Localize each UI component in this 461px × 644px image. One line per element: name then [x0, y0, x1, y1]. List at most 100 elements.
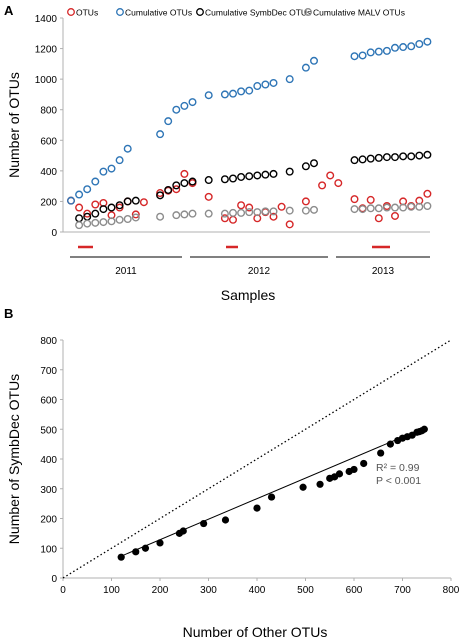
- data-point: [220, 175, 229, 184]
- data-point: [423, 37, 432, 46]
- panel-b-x-tick-label: 700: [394, 585, 411, 596]
- data-point: [172, 211, 181, 220]
- data-point: [267, 493, 276, 501]
- identity-line: [62, 339, 452, 579]
- data-point: [132, 548, 140, 556]
- data-point: [156, 539, 164, 547]
- data-point: [204, 209, 213, 218]
- legend-marker: [116, 8, 124, 16]
- panel-b-y-label: Number of SymbDec OTUs: [6, 374, 22, 544]
- panel-a-y-tick-label: 1000: [35, 75, 58, 86]
- legend-label: Cumulative OTUs: [125, 8, 192, 18]
- data-point: [382, 153, 391, 162]
- data-point: [245, 86, 254, 95]
- data-point: [75, 221, 84, 230]
- data-point: [374, 204, 383, 213]
- data-point: [83, 219, 92, 228]
- data-point: [204, 176, 213, 185]
- data-point: [261, 170, 270, 179]
- panel-a: A OTUs Cumulative OTUs Cumulative SymbDec …: [4, 3, 432, 303]
- data-point: [415, 202, 424, 211]
- data-point: [391, 43, 400, 52]
- data-point: [407, 202, 416, 211]
- data-point: [269, 207, 278, 216]
- panel-b-x-tick-label: 200: [152, 585, 169, 596]
- data-point: [115, 156, 124, 165]
- data-point: [261, 80, 270, 89]
- data-point: [358, 205, 367, 214]
- data-point: [407, 152, 416, 161]
- data-point: [415, 151, 424, 160]
- panel-a-label: A: [4, 3, 14, 18]
- data-point: [334, 179, 343, 188]
- data-point: [221, 516, 230, 524]
- data-point: [335, 470, 344, 478]
- data-point: [310, 205, 319, 214]
- data-point: [107, 164, 116, 173]
- data-point: [350, 205, 359, 214]
- year-label-2011: 2011: [115, 266, 137, 277]
- data-point: [131, 213, 140, 222]
- panel-a-y-tick-label: 1200: [35, 45, 58, 56]
- data-point: [360, 459, 368, 468]
- panel-b-y-tick-label: 300: [40, 485, 57, 496]
- data-point: [261, 207, 270, 216]
- data-point: [172, 105, 181, 114]
- data-point: [220, 90, 229, 99]
- legend-marker: [196, 8, 204, 16]
- data-point: [164, 117, 173, 126]
- data-point: [117, 553, 125, 561]
- data-point: [420, 425, 428, 433]
- fit-line: [118, 427, 425, 558]
- data-point: [245, 208, 254, 217]
- data-point: [399, 203, 408, 212]
- data-point: [301, 197, 310, 206]
- panel-b-label: B: [4, 306, 13, 321]
- data-point: [374, 47, 383, 56]
- legend-label: Cumulative SymbDec OTUs: [205, 8, 311, 18]
- panel-b-y-tick-label: 600: [40, 396, 57, 407]
- data-point: [237, 172, 246, 181]
- data-point: [172, 181, 181, 190]
- data-point: [156, 189, 165, 198]
- data-point: [99, 205, 108, 214]
- data-point: [253, 82, 262, 91]
- data-point: [123, 197, 132, 206]
- data-point: [301, 63, 310, 72]
- legend-marker: [67, 8, 75, 16]
- data-point: [366, 48, 375, 57]
- panel-b-points: [117, 425, 428, 561]
- data-point: [131, 196, 140, 205]
- data-point: [115, 201, 124, 210]
- data-point: [123, 144, 132, 153]
- data-point: [91, 177, 100, 186]
- panel-a-y-ticks: 0 200 400 600 800 1000 1200 1400: [35, 14, 63, 239]
- panel-b: B 0 100 200 300 400 500 600 700 800 0 100 200 300 40…: [4, 306, 460, 640]
- data-point: [350, 465, 358, 474]
- data-point: [139, 198, 148, 207]
- panel-b-x-tick-label: 500: [297, 585, 314, 596]
- data-point: [269, 169, 278, 178]
- panel-b-y-tick-label: 400: [40, 455, 57, 466]
- data-point: [366, 195, 375, 204]
- series-cumulative-malv-otus: [75, 202, 432, 230]
- data-point: [350, 195, 359, 204]
- data-point: [107, 217, 116, 226]
- panel-b-y-tick-label: 200: [40, 515, 57, 526]
- data-point: [156, 191, 165, 200]
- data-point: [245, 203, 254, 212]
- data-point: [423, 202, 432, 211]
- series-cumulative-symbdec-otus: [75, 150, 432, 223]
- panel-a-year-labels: 2011 2012 2013: [115, 266, 394, 277]
- data-point: [366, 204, 375, 213]
- data-point: [228, 89, 237, 98]
- panel-b-y-tick-label: 100: [40, 544, 57, 555]
- data-point: [188, 209, 197, 218]
- data-point: [204, 192, 213, 201]
- data-point: [179, 527, 187, 535]
- data-point: [237, 201, 246, 210]
- data-point: [188, 98, 197, 107]
- data-point: [220, 209, 229, 218]
- data-point: [316, 480, 324, 488]
- data-point: [220, 214, 229, 223]
